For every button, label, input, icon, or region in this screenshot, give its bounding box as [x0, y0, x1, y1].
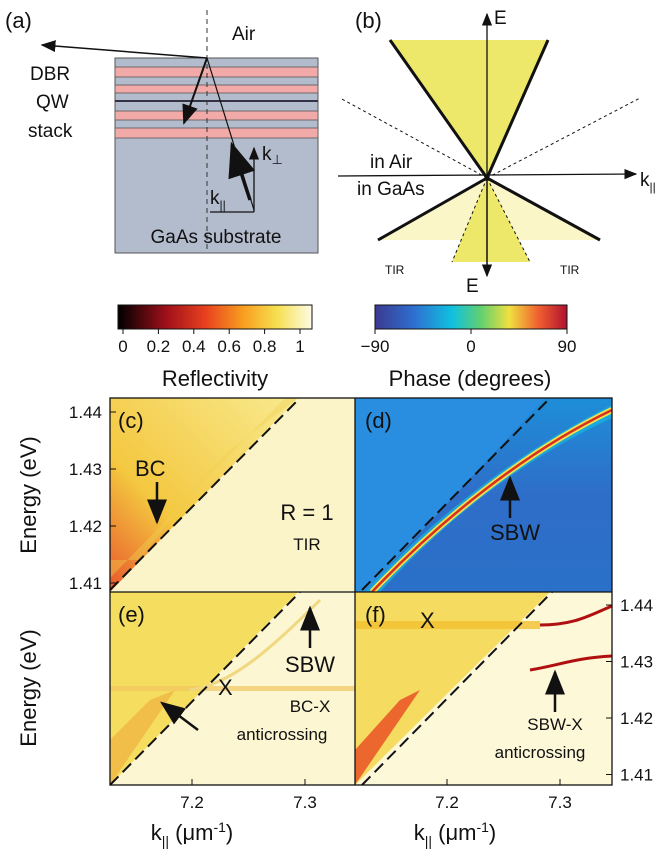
y-tick-label: 1.41 [69, 574, 102, 593]
e-label: E [494, 8, 507, 29]
colorbar-tick-label: −90 [361, 337, 390, 356]
y-tick-label: 1.43 [69, 460, 102, 479]
colorbar-tick-label: 90 [558, 337, 577, 356]
y-tick-label: 1.44 [69, 403, 102, 422]
panel-c-map [110, 398, 355, 592]
y-tick-label: 1.43 [620, 653, 653, 672]
k-perp: k⊥ [262, 144, 283, 167]
e-label: E [466, 276, 479, 297]
panel-f-map [355, 592, 612, 785]
colorbar-tick-label: 0 [466, 337, 475, 356]
anticrossing-label: anticrossing [495, 743, 586, 762]
y-tick-label: 1.44 [620, 596, 653, 615]
in-air: in Air [370, 152, 413, 173]
stack-label: stack [28, 121, 73, 142]
r-label: R = 1 [280, 500, 333, 525]
y-tick-label: 1.41 [620, 766, 653, 785]
panel-label: (c) [118, 408, 144, 433]
in-gaas: in GaAs [357, 179, 425, 200]
panel-label: (e) [118, 602, 145, 627]
colorbar-label: Reflectivity [162, 366, 268, 391]
k-axis [337, 168, 638, 180]
air-cone [390, 40, 548, 178]
y-tick-label: 1.42 [620, 709, 653, 728]
bc-label: BC [135, 456, 166, 481]
panel-d-map [355, 398, 612, 592]
panel-a: (a) Air DBR QW stack k⊥ k|| GaAs substra… [5, 8, 319, 254]
qw-label: QW [36, 92, 69, 113]
x-tick-label: 7.2 [435, 793, 459, 812]
sbw-label: SBW [285, 652, 335, 677]
tir-label: TIR [560, 263, 580, 277]
x-tick-label: 7.3 [293, 793, 317, 812]
rays [40, 40, 260, 213]
panel-label: (b) [355, 8, 382, 33]
x-axis-label: k|| (μm-1) [151, 819, 234, 849]
substrate-label: GaAs substrate [151, 227, 282, 248]
x-tick-label: 7.3 [548, 793, 572, 812]
x-label: X [218, 675, 233, 700]
k-par: k|| [210, 188, 226, 212]
frames [109, 397, 613, 786]
light-line [109, 591, 301, 786]
panel-texts: (c) BC R = 1 TIR (d) SBW (e) SBW X BC-X … [16, 408, 585, 849]
k-label: k|| [640, 170, 656, 194]
x-label: X [420, 608, 435, 633]
light-lines [377, 39, 601, 242]
colorbar-tick-label: 0.2 [147, 337, 171, 356]
colorbar-reflectivity [117, 304, 313, 330]
colorbar-tick-label: 0 [118, 337, 127, 356]
sbw-label: SBW [490, 520, 540, 545]
panel-b: (b) E E k|| in Air in GaAs TIR TIR [337, 8, 656, 297]
colorbar-tick-label: 0.4 [182, 337, 206, 356]
sbwx-label: SBW-X [527, 715, 582, 734]
y-tick-label: 1.42 [69, 517, 102, 536]
dbr-label: DBR [30, 64, 70, 85]
light-line [361, 397, 551, 591]
x-tick-label: 7.2 [180, 793, 204, 812]
annotation-arrows [147, 475, 565, 731]
panel-label: (d) [365, 408, 392, 433]
colorbar-label: Phase (degrees) [389, 366, 552, 391]
bcx-label: BC-X [290, 697, 331, 716]
escape-cone [452, 178, 530, 262]
tir-label: TIR [385, 263, 405, 277]
colorbars: 0 0.2 0.4 0.6 0.8 1 −90 0 90 Reflectivity Phase … [117, 304, 577, 391]
air-label: Air [232, 24, 256, 45]
y-axis-label: Energy (eV) [16, 436, 41, 553]
anticrossing-label: anticrossing [237, 725, 328, 744]
light-line [361, 591, 553, 786]
tir-label: TIR [293, 535, 320, 554]
colorbar-phase [374, 304, 568, 330]
light-line [109, 397, 301, 591]
panel-label: (a) [5, 8, 32, 33]
x-axis-label: k|| (μm-1) [414, 819, 497, 849]
colorbar-tick-label: 0.8 [253, 337, 277, 356]
dotted-lines [339, 97, 641, 263]
panel-label: (f) [365, 602, 386, 627]
colorbar-tick-label: 0.6 [217, 337, 241, 356]
y-axis-label: Energy (eV) [16, 629, 41, 746]
colorbar-tick-label: 1 [295, 337, 304, 356]
